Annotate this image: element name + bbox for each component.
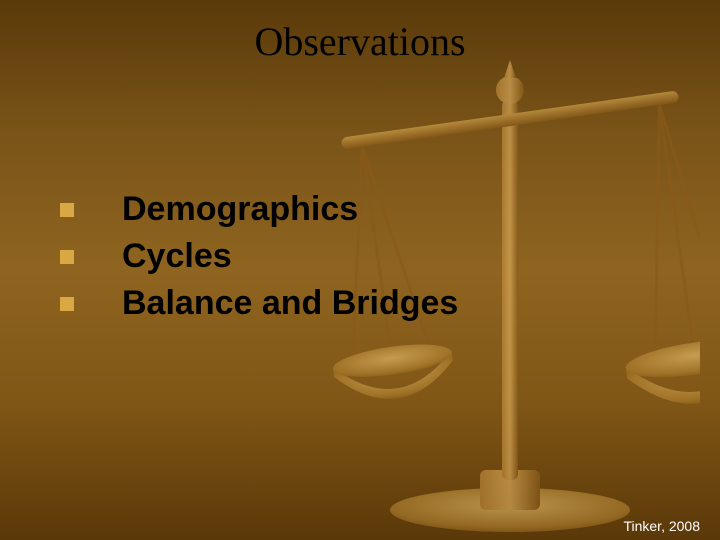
bullet-marker-icon bbox=[60, 250, 74, 264]
bullet-item: Demographics bbox=[60, 190, 458, 229]
bullet-text: Demographics bbox=[122, 190, 358, 229]
slide: Observations Demographics Cycles Balance… bbox=[0, 0, 720, 540]
bullet-text: Balance and Bridges bbox=[122, 284, 458, 323]
slide-title: Observations bbox=[0, 18, 720, 65]
bullet-list: Demographics Cycles Balance and Bridges bbox=[60, 190, 458, 331]
bullet-marker-icon bbox=[60, 297, 74, 311]
bullet-text: Cycles bbox=[122, 237, 232, 276]
bullet-item: Balance and Bridges bbox=[60, 284, 458, 323]
bullet-marker-icon bbox=[60, 203, 74, 217]
bullet-item: Cycles bbox=[60, 237, 458, 276]
footer-citation: Tinker, 2008 bbox=[623, 518, 700, 534]
